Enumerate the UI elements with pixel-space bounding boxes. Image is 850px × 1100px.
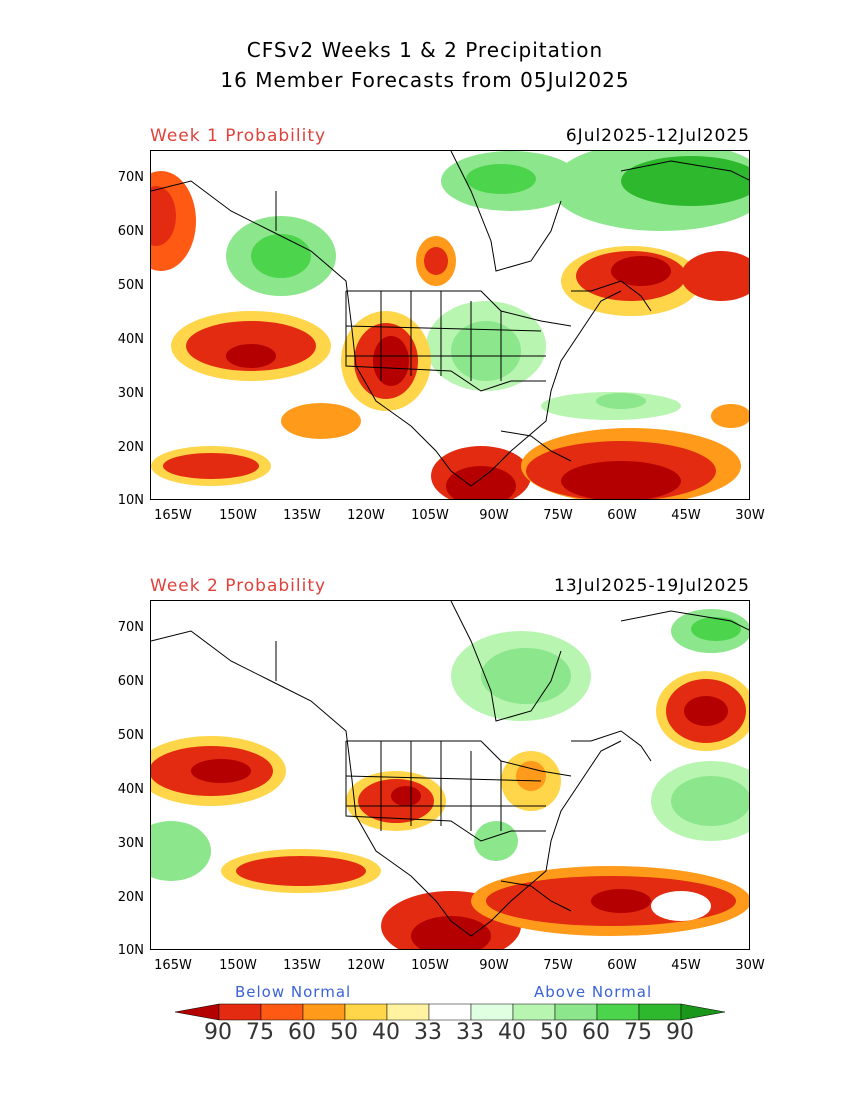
lat-label: 70N xyxy=(117,170,144,185)
lat-label: 30N xyxy=(117,836,144,851)
week1-label: Week 1 Probability xyxy=(150,126,327,146)
lon-label: 30W xyxy=(735,508,765,523)
above-normal-label: Above Normal xyxy=(534,983,653,1001)
colorbar-value: 33 xyxy=(414,1020,442,1045)
colorbar-swatch xyxy=(554,1003,598,1021)
colorbar-value: 90 xyxy=(666,1020,694,1045)
lon-label: 45W xyxy=(671,508,701,523)
lat-label: 10N xyxy=(117,943,144,958)
week1-dates: 6Jul2025-12Jul2025 xyxy=(565,126,750,146)
week2-map-svg xyxy=(151,601,749,949)
lat-label: 50N xyxy=(117,728,144,743)
colorbar-value: 60 xyxy=(582,1020,610,1045)
below-normal-label: Below Normal xyxy=(235,983,352,1001)
colorbar-value: 90 xyxy=(204,1020,232,1045)
colorbar-swatch xyxy=(596,1003,640,1021)
lon-label: 120W xyxy=(347,508,385,523)
colorbar-value: 60 xyxy=(288,1020,316,1045)
colorbar-value: 50 xyxy=(540,1020,568,1045)
colorbar-value: 33 xyxy=(456,1020,484,1045)
lat-label: 70N xyxy=(117,620,144,635)
lon-label: 165W xyxy=(154,508,192,523)
lat-label: 40N xyxy=(117,782,144,797)
week1-map-svg xyxy=(151,151,749,499)
chart-title: CFSv2 Weeks 1 & 2 Precipitation xyxy=(246,38,604,62)
lon-label: 75W xyxy=(543,508,573,523)
lat-label: 50N xyxy=(117,278,144,293)
colorbar-swatch xyxy=(428,1003,472,1021)
colorbar-arrow-left xyxy=(175,1003,220,1021)
colorbar-value: 40 xyxy=(498,1020,526,1045)
colorbar-swatch xyxy=(302,1003,346,1021)
lon-label: 135W xyxy=(283,508,321,523)
lon-label: 105W xyxy=(411,958,449,973)
lon-label: 150W xyxy=(219,958,257,973)
lon-label: 45W xyxy=(671,958,701,973)
colorbar xyxy=(175,1003,725,1021)
colorbar-value: 40 xyxy=(372,1020,400,1045)
lon-label: 30W xyxy=(735,958,765,973)
colorbar-swatch xyxy=(470,1003,514,1021)
lat-label: 10N xyxy=(117,493,144,508)
colorbar-value: 50 xyxy=(330,1020,358,1045)
week1-coastlines xyxy=(151,151,749,487)
week2-map xyxy=(150,600,750,950)
colorbar-swatch xyxy=(218,1003,262,1021)
lat-label: 30N xyxy=(117,386,144,401)
lat-label: 20N xyxy=(117,440,144,455)
week1-map xyxy=(150,150,750,500)
lon-label: 90W xyxy=(479,508,509,523)
lon-label: 60W xyxy=(607,508,637,523)
lon-label: 150W xyxy=(219,508,257,523)
lon-label: 75W xyxy=(543,958,573,973)
lon-label: 135W xyxy=(283,958,321,973)
lat-label: 20N xyxy=(117,890,144,905)
colorbar-swatch xyxy=(386,1003,430,1021)
colorbar-swatch xyxy=(512,1003,556,1021)
lat-label: 60N xyxy=(117,224,144,239)
lat-label: 40N xyxy=(117,332,144,347)
lon-label: 105W xyxy=(411,508,449,523)
chart-subtitle: 16 Member Forecasts from 05Jul2025 xyxy=(220,68,630,92)
week2-coastlines xyxy=(151,601,749,937)
week2-label: Week 2 Probability xyxy=(150,576,327,596)
lat-label: 60N xyxy=(117,674,144,689)
colorbar-swatch xyxy=(344,1003,388,1021)
week1-probability-fields xyxy=(151,151,749,499)
lon-label: 60W xyxy=(607,958,637,973)
lon-label: 90W xyxy=(479,958,509,973)
colorbar-swatch xyxy=(260,1003,304,1021)
lon-label: 120W xyxy=(347,958,385,973)
colorbar-value: 75 xyxy=(624,1020,652,1045)
week2-dates: 13Jul2025-19Jul2025 xyxy=(554,576,750,596)
week2-probability-fields xyxy=(151,609,749,949)
colorbar-arrow-right xyxy=(680,1003,725,1021)
colorbar-value: 75 xyxy=(246,1020,274,1045)
lon-label: 165W xyxy=(154,958,192,973)
colorbar-swatch xyxy=(638,1003,682,1021)
